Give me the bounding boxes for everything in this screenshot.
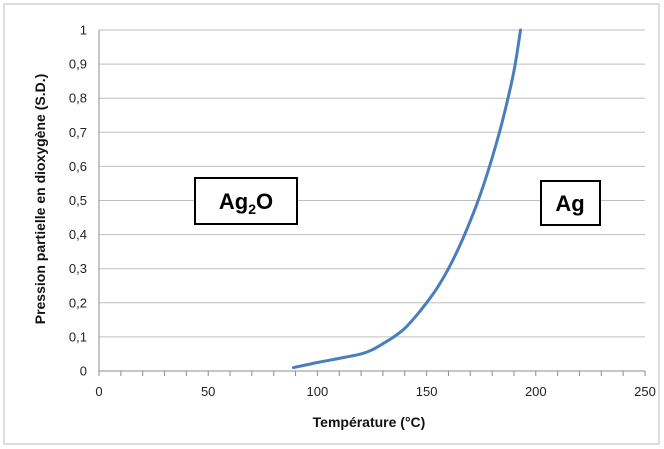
region-text-ag2o-base: Ag — [219, 189, 248, 214]
region-text-ag2o-suffix: O — [256, 189, 273, 214]
x-tick-label: 150 — [416, 384, 438, 399]
x-tick-label: 100 — [307, 384, 329, 399]
series-line — [291, 28, 523, 370]
region-box-ag — [540, 180, 601, 226]
y-tick-label: 0,2 — [69, 295, 87, 310]
x-tick-label: 250 — [634, 384, 656, 399]
x-tick-label: 200 — [525, 384, 547, 399]
y-tick-label: 0,4 — [69, 227, 87, 242]
y-tick-label: 0 — [80, 364, 87, 379]
grid-lines — [99, 29, 645, 338]
y-tick-label: 0,3 — [69, 261, 87, 276]
y-tick-label: 0,1 — [69, 329, 87, 344]
region-label-ag: Ag — [540, 180, 601, 226]
y-tick-label: 1 — [80, 23, 87, 38]
x-tick-label: 50 — [201, 384, 215, 399]
y-tick-label: 0,5 — [69, 193, 87, 208]
axes — [98, 30, 646, 376]
y-tick-label: 0,8 — [69, 91, 87, 106]
y-tick-label: 0,6 — [69, 159, 87, 174]
x-axis-title: Température (°C) — [313, 414, 426, 430]
region-text-ag2o-subscript: 2 — [248, 201, 256, 217]
series-layer — [291, 28, 523, 370]
region-text-ag: Ag — [555, 191, 584, 216]
x-tick-label: 0 — [95, 384, 102, 399]
region-box-ag2o — [194, 177, 298, 225]
region-label-ag2o: Ag2O — [194, 177, 298, 225]
region-text-ag2o: Ag2O — [219, 189, 273, 217]
y-tick-label: 0,9 — [69, 57, 87, 72]
y-axis-title: Pression partielle en dioxygène (S.D.) — [32, 74, 48, 325]
y-tick-label: 0,7 — [69, 125, 87, 140]
tick-labels: 0 0,1 0,2 0,3 0,4 0,5 0,6 0,7 0,8 0,9 1 0 50 100 150 20… — [69, 23, 656, 400]
